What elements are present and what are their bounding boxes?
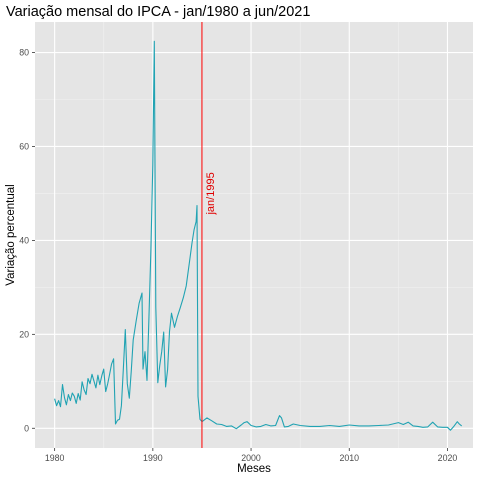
x-tick-label: 2010 xyxy=(339,453,359,463)
y-tick-label: 60 xyxy=(19,141,29,151)
x-axis-ticks: 1980 1990 2000 2010 2020 xyxy=(45,448,458,463)
chart-title: Variação mensal do IPCA - jan/1980 a jun… xyxy=(6,4,310,20)
plot-panel xyxy=(35,22,473,448)
y-tick-label: 0 xyxy=(24,423,29,433)
x-tick-label: 2000 xyxy=(241,453,261,463)
y-tick-label: 80 xyxy=(19,48,29,58)
x-tick-label: 1980 xyxy=(45,453,65,463)
y-tick-label: 20 xyxy=(19,329,29,339)
y-tick-label: 40 xyxy=(19,235,29,245)
y-axis-title: Variação percentual xyxy=(5,184,17,285)
y-axis-ticks: 0 20 40 60 80 xyxy=(19,48,35,434)
vline-annotation: jan/1995 xyxy=(205,172,217,215)
x-axis-title: Meses xyxy=(237,463,271,475)
x-tick-label: 1990 xyxy=(143,453,163,463)
x-tick-label: 2020 xyxy=(438,453,458,463)
